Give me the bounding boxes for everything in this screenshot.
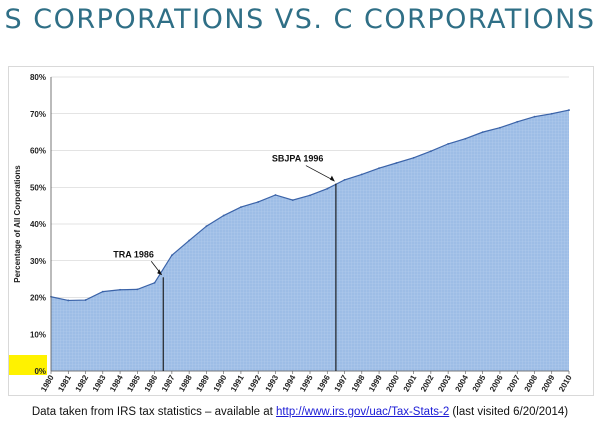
x-tick-label: 2003 (436, 373, 453, 393)
x-tick-label: 1997 (333, 373, 350, 393)
x-tick-label: 1987 (160, 373, 177, 393)
data-point (412, 156, 415, 159)
y-axis-title: Percentage of All Corporations (13, 165, 22, 283)
data-point (84, 299, 87, 301)
data-point (205, 225, 208, 228)
chart-frame: 0% 10% 20% 30% 40% 50% 60% 70% 80% Percentage of … (8, 66, 594, 396)
x-tick-label: 1990 (212, 373, 229, 393)
x-tick-label: 1994 (281, 373, 298, 393)
data-point (309, 194, 311, 197)
x-tick-label: 1983 (91, 373, 108, 393)
slide-title: S CORPORATIONS VS. C CORPORATIONS (4, 4, 596, 35)
series-area (51, 110, 569, 371)
x-tick-label: 2002 (419, 373, 436, 393)
x-tick-label: 1991 (229, 373, 246, 393)
event-arrow (305, 165, 335, 181)
data-point (516, 120, 519, 123)
x-tick-label: 2000 (384, 373, 401, 393)
data-point (378, 167, 380, 170)
data-point (136, 288, 139, 291)
x-tick-label: 1981 (56, 373, 73, 393)
data-point (153, 281, 156, 284)
data-point (170, 254, 173, 257)
data-point (550, 112, 553, 115)
data-point (464, 137, 467, 140)
data-point (395, 162, 398, 164)
x-tick-label: 1999 (367, 373, 384, 393)
x-tick-label: 2006 (488, 373, 505, 393)
source-caption: Data taken from IRS tax statistics – ava… (0, 406, 600, 418)
data-point (101, 290, 104, 293)
x-tick-label: 2005 (471, 373, 488, 393)
data-point (274, 194, 277, 196)
x-tick-label: 1982 (74, 373, 91, 393)
x-tick-label: 1989 (194, 373, 211, 393)
x-tick-label: 2004 (453, 373, 470, 393)
y-tick-label: 20% (30, 294, 46, 303)
event-annotation-label: TRA 1986 (113, 249, 154, 259)
y-tick-label: 70% (30, 110, 46, 119)
x-tick-label: 1993 (264, 373, 281, 393)
x-tick-label: 1998 (350, 373, 367, 393)
x-tick-label: 2009 (540, 373, 557, 393)
data-point (499, 126, 501, 129)
x-tick-label: 2010 (557, 373, 574, 393)
y-tick-highlight (9, 355, 47, 375)
data-point (222, 214, 225, 217)
data-point (188, 239, 191, 242)
x-tick-label: 2001 (402, 373, 419, 393)
x-tick-label: 2008 (523, 373, 540, 393)
y-tick-label: 80% (30, 73, 46, 82)
y-tick-label: 10% (30, 330, 46, 339)
x-tick-label: 1988 (177, 373, 194, 393)
y-tick-label: 0% (34, 367, 46, 376)
data-point (533, 115, 536, 118)
data-point (67, 299, 70, 302)
x-tick-label: 1986 (143, 373, 160, 393)
data-point (568, 109, 570, 111)
data-point (240, 206, 242, 208)
event-annotation-label: SBJPA 1996 (272, 154, 324, 164)
data-point (343, 179, 346, 181)
data-point (429, 150, 432, 153)
data-point (326, 187, 329, 190)
x-tick-label: 1984 (108, 373, 125, 393)
caption-prefix: Data taken from IRS tax statistics – ava… (31, 406, 277, 418)
x-tick-label: 1992 (246, 373, 263, 393)
caption-suffix: (last visited 6/20/2014) (449, 406, 569, 418)
event-arrowhead (329, 175, 335, 182)
x-tick-label: 1980 (39, 373, 56, 393)
data-point (257, 201, 260, 203)
area-chart: 0% 10% 20% 30% 40% 50% 60% 70% 80% Percentage of … (13, 73, 574, 393)
x-tick-label: 1996 (315, 373, 332, 393)
y-tick-label: 60% (30, 147, 46, 156)
event-arrowhead (157, 269, 163, 276)
data-point (119, 288, 121, 291)
x-tick-label: 1985 (125, 373, 142, 393)
x-tick-label: 1995 (298, 373, 315, 393)
data-point (481, 131, 484, 134)
y-tick-label: 30% (30, 257, 46, 266)
data-point (360, 173, 363, 176)
y-tick-label: 40% (30, 220, 46, 229)
data-point (447, 142, 450, 145)
y-tick-label: 50% (30, 183, 46, 192)
x-tick-label: 2007 (505, 373, 522, 393)
data-point (291, 199, 294, 202)
irs-tax-stats-link[interactable]: http://www.irs.gov/uac/Tax-Stats-2 (276, 406, 450, 418)
